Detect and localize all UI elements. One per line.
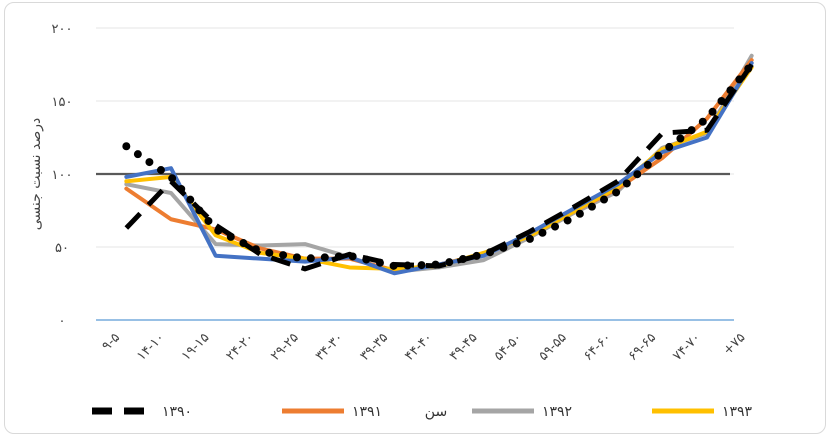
chart-frame bbox=[4, 2, 826, 434]
y-tick-label: ۱۵۰ bbox=[52, 95, 73, 110]
x-tick-label: ۳۴-۳۰ bbox=[313, 330, 347, 364]
x-tick-label: ۶۴-۶۰ bbox=[581, 330, 615, 364]
y-tick-label: ۲۰۰ bbox=[52, 22, 73, 37]
x-tick-label: ۵۹-۵۵ bbox=[536, 330, 570, 364]
x-tick-label: ۱۴-۱۰ bbox=[134, 330, 168, 364]
legend-label: ۱۳۹۰ bbox=[162, 404, 192, 420]
x-tick-label: ۲۹-۲۵ bbox=[268, 330, 302, 364]
x-tick-label: ۹-۵ bbox=[99, 330, 123, 354]
legend-label: ۱۳۹۲ bbox=[542, 404, 572, 420]
x-axis-title: سن bbox=[425, 404, 447, 420]
legend-label: ۱۳۹۱ bbox=[352, 404, 382, 420]
y-axis-title: درصد نسبت جنسی bbox=[28, 118, 44, 231]
x-tick-label: +۷۵ bbox=[720, 330, 748, 358]
x-tick-label: ۴۹-۴۵ bbox=[447, 330, 481, 364]
x-tick-label: ۶۹-۶۵ bbox=[625, 330, 659, 364]
legend-label: ۱۳۹۳ bbox=[722, 404, 753, 420]
x-tick-label: ۴۴-۴۰ bbox=[402, 330, 436, 364]
y-tick-label: ۵۰ bbox=[55, 241, 69, 256]
x-tick-label: ۳۹-۳۵ bbox=[357, 330, 391, 364]
y-tick-label: ۰ bbox=[59, 314, 66, 329]
x-tick-label: ۷۴-۷۰ bbox=[670, 330, 704, 364]
x-tick-label: ۱۹-۱۵ bbox=[179, 330, 213, 364]
series-line bbox=[122, 60, 756, 270]
series-line bbox=[124, 61, 754, 276]
y-tick-label: ۱۰۰ bbox=[52, 168, 73, 183]
series-line bbox=[124, 53, 754, 274]
x-tick-label: ۲۴-۲۰ bbox=[223, 330, 257, 364]
series-line bbox=[124, 65, 754, 271]
x-tick-label: ۵۴-۵۰ bbox=[491, 330, 525, 364]
